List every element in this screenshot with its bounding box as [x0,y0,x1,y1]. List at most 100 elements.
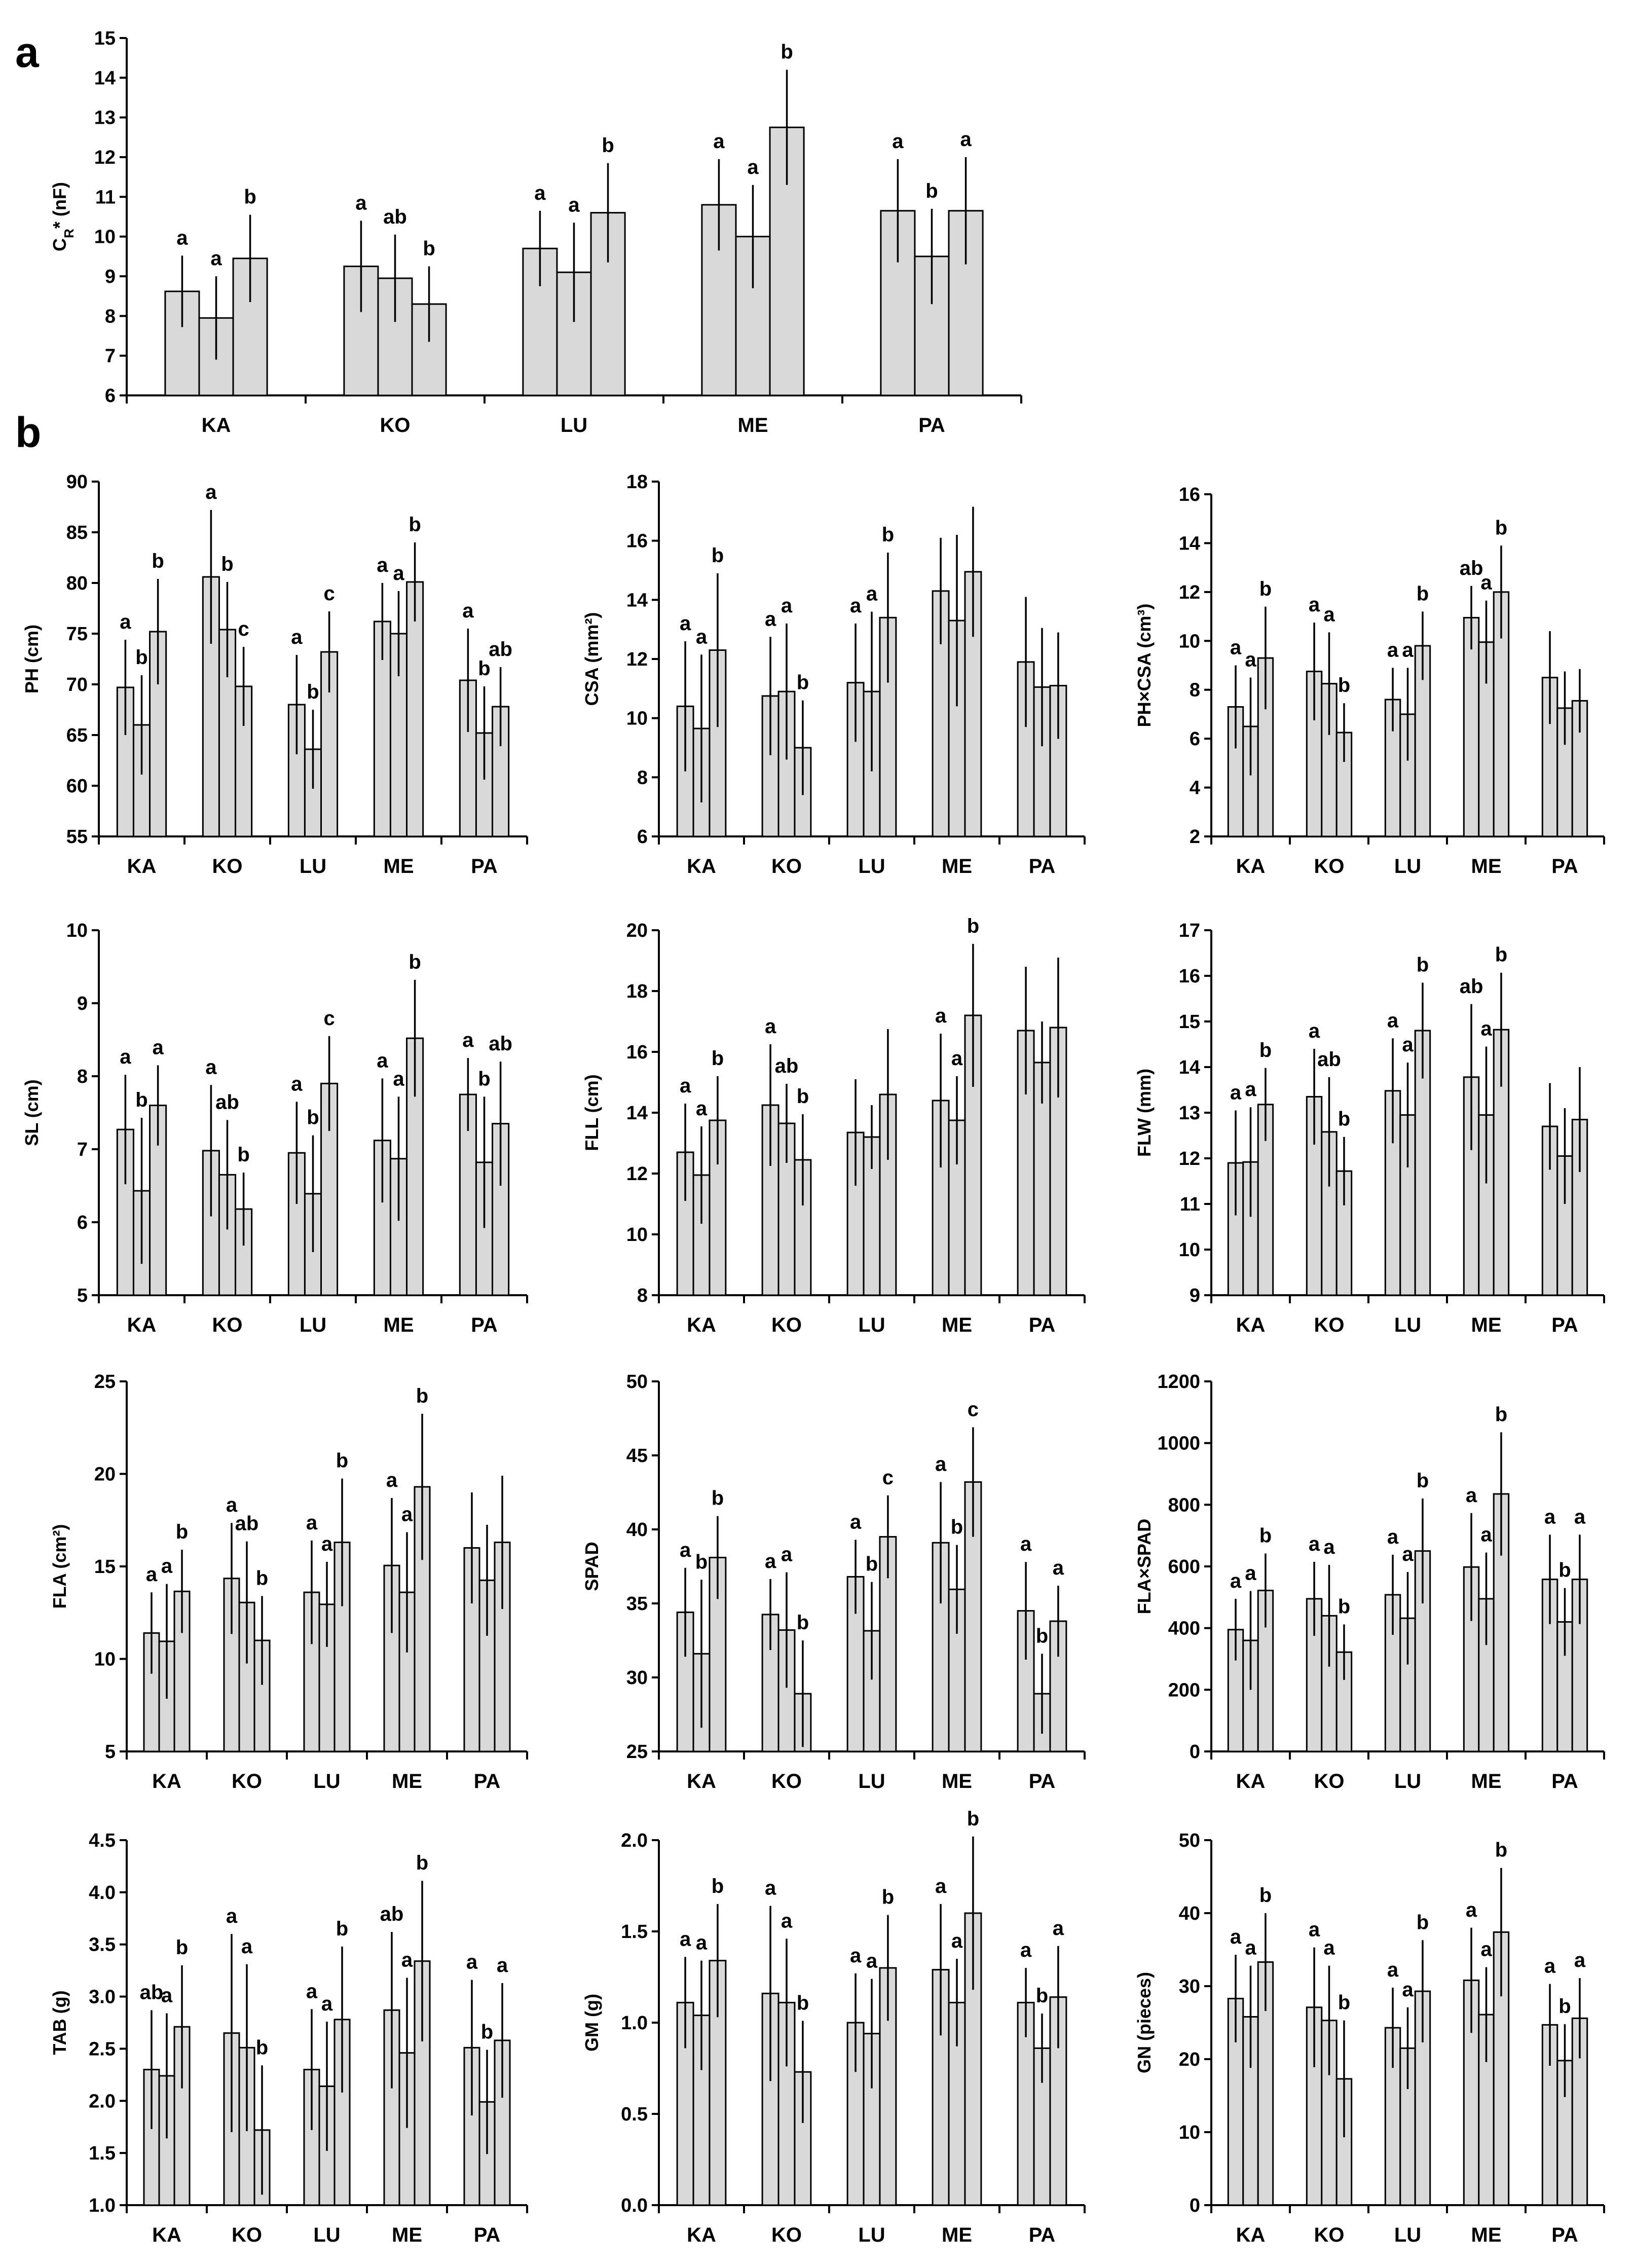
x-tick-label: LU [300,855,326,877]
x-tick-label: LU [1394,855,1421,877]
significance-letter: a [1053,1917,1064,1940]
x-tick-label: ME [1471,855,1502,877]
y-axis-label: FLA×SPAD [1134,1519,1155,1614]
y-tick-label: 14 [1179,1057,1200,1078]
significance-letter: ab [1460,975,1483,998]
x-tick-label: KA [1236,1770,1266,1793]
x-tick-label: KO [1314,1314,1345,1336]
significance-letter: a [1245,649,1256,671]
x-tick-label: PA [1551,1770,1578,1793]
y-axis-label: FLW (mm) [1134,1069,1155,1157]
significance-letter: b [221,553,233,575]
y-tick-label: 40 [1179,1903,1200,1924]
x-tick-label: KA [202,414,231,436]
significance-letter: b [712,1875,724,1897]
y-tick-label: 30 [626,1667,648,1689]
significance-letter: a [680,1539,691,1561]
significance-letter: c [238,618,249,640]
significance-letter: b [1259,1884,1272,1907]
x-tick-label: KA [127,855,157,877]
significance-letter: a [1387,1009,1399,1032]
significance-letter: a [866,583,878,605]
significance-letter: b [416,1385,428,1407]
significance-letter: ab [140,1981,164,2003]
y-tick-label: 9 [105,266,116,287]
y-tick-label: 2.0 [89,2091,116,2112]
y-tick-label: 25 [626,1741,648,1763]
bar [914,255,950,396]
x-tick-label: KO [212,1314,243,1336]
x-tick-label: KO [771,1770,802,1793]
significance-letter: b [1338,1595,1350,1618]
significance-letter: b [882,1886,894,1909]
y-tick-label: 12 [1179,1148,1200,1169]
significance-letter: a [1323,1937,1335,1959]
significance-letter: ab [383,206,407,228]
y-tick-label: 10 [1179,2122,1200,2143]
significance-letter: a [205,481,217,503]
significance-letter: a [393,1068,404,1090]
y-tick-label: 4 [1190,778,1200,799]
significance-letter: a [1402,1543,1414,1565]
x-tick-label: LU [858,1314,885,1336]
x-tick-label: KA [152,1770,181,1793]
significance-letter: a [747,156,759,178]
x-tick-label: ME [392,2224,422,2246]
significance-letter: a [765,1015,776,1038]
y-tick-label: 15 [94,28,116,49]
significance-letter: b [797,1085,809,1108]
y-tick-label: 18 [626,471,648,493]
significance-letter: a [226,1905,238,1927]
y-tick-label: 14 [626,590,648,611]
y-tick-label: 15 [94,1556,116,1578]
significance-letter: a [462,1029,474,1051]
y-tick-label: 1.0 [89,2195,116,2216]
x-tick-label: ME [384,1314,414,1336]
significance-letter: a [466,1951,478,1973]
significance-letter: a [146,1563,158,1586]
y-tick-label: 400 [1168,1618,1200,1639]
x-tick-label: ME [1471,2224,1502,2246]
significance-letter: a [1480,572,1492,594]
y-tick-label: 6 [637,826,648,848]
significance-letter: a [1230,1926,1242,1948]
x-tick-label: PA [1029,1770,1056,1793]
significance-letter: a [1574,1506,1586,1528]
significance-letter: b [1417,1911,1429,1933]
y-tick-label: 12 [94,147,116,168]
y-axis-label: CSA (mm²) [581,612,602,706]
significance-letter: b [176,1521,188,1543]
y-tick-label: 14 [94,67,116,89]
significance-letter: a [1402,639,1414,661]
significance-letter: a [205,1056,217,1078]
y-tick-label: 10 [94,1649,116,1670]
x-tick-label: KA [687,855,716,877]
significance-letter: a [321,1993,333,2015]
significance-letter: b [416,1852,428,1874]
bar [320,651,339,837]
y-axis-label: GN (pieces) [1134,1972,1155,2073]
y-tick-label: 2.5 [89,2038,116,2060]
y-tick-label: 3.0 [89,1987,116,2008]
significance-letter: a [1387,1959,1399,1981]
significance-letter: a [1387,1526,1399,1548]
bar [1257,1104,1274,1296]
y-tick-label: 600 [1168,1556,1200,1578]
x-tick-label: ME [1471,1314,1502,1336]
significance-letter: a [1402,1979,1414,2001]
significance-letter: b [781,41,793,63]
x-tick-label: KA [687,1770,716,1793]
x-tick-label: ME [1471,1770,1502,1793]
x-tick-label: ME [392,1770,422,1793]
significance-letter: b [602,134,614,157]
x-tick-label: KA [152,2224,181,2246]
panel-letter-b: b [15,409,41,456]
y-axis-label: PH×CSA (cm³) [1134,604,1155,727]
y-tick-label: 12 [626,1163,648,1185]
x-tick-label: KO [1314,855,1345,877]
significance-letter: a [210,247,222,270]
